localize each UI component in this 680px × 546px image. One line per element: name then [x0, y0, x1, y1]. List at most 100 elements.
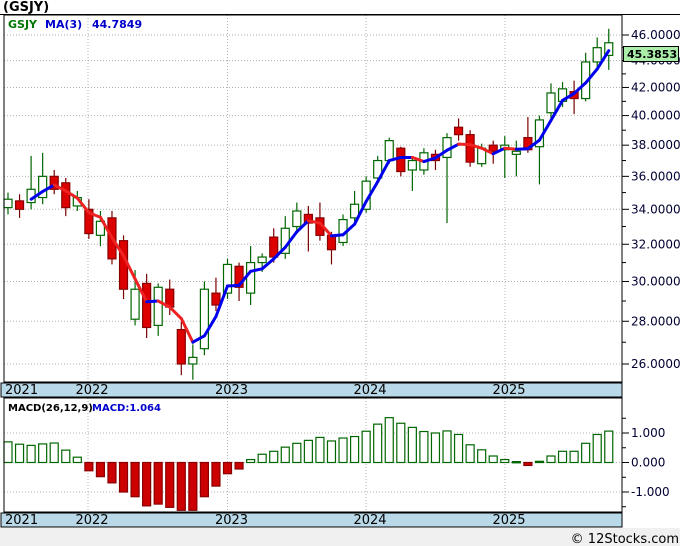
macd-bar-pos — [38, 443, 48, 464]
ma3-segment — [260, 257, 276, 271]
macd-bar-pos — [61, 449, 71, 464]
candle-body-2022-10 — [188, 356, 198, 365]
macd-bar-pos — [72, 456, 82, 464]
year-label: 2022 — [75, 383, 108, 398]
ma3-segment — [468, 143, 484, 150]
gridlines-layer — [4, 15, 622, 512]
candle-body-2023-07 — [292, 210, 302, 228]
candle-body-2022-02 — [95, 220, 106, 236]
macd-bar-pos — [338, 437, 348, 464]
macd-bar-pos — [557, 450, 568, 464]
macd-bar-pos — [511, 461, 521, 464]
legend-symbol: GSJY — [8, 18, 38, 31]
ma3-segment — [549, 98, 565, 122]
ma3-segment — [514, 147, 530, 151]
macd-bar-pos — [315, 436, 325, 464]
candle-body-2021-09 — [38, 175, 48, 199]
price-tick-label: 42.0000 — [631, 80, 680, 94]
ma3-segment — [283, 230, 299, 249]
ma3-segment — [156, 299, 172, 309]
macd-bar-pos — [534, 460, 545, 464]
ma3-segment — [168, 305, 183, 321]
macd-bar-neg — [222, 461, 233, 475]
ma3-segment — [410, 155, 426, 164]
macd-bar-pos — [326, 440, 337, 464]
candle-body-2023-10 — [326, 234, 337, 251]
ma3-segment — [353, 199, 368, 226]
page-title: (GSJY) — [3, 0, 49, 15]
ma3-segment — [387, 155, 403, 163]
ma3-segment — [376, 159, 391, 184]
ma3-segment — [179, 317, 195, 344]
candle-body-2024-02 — [373, 159, 383, 179]
candle-body-2022-09 — [176, 328, 186, 365]
legend-ma-label: MA(3) — [45, 18, 82, 31]
ma3-segment — [87, 211, 102, 219]
ma3-segment — [64, 189, 79, 200]
candle-body-2021-11 — [61, 182, 71, 209]
ma3-segment — [214, 284, 230, 318]
candle-body-2022-01 — [84, 208, 94, 235]
ma3-segment — [133, 277, 149, 304]
candle-body-2023-12 — [349, 203, 360, 219]
ma3-segment — [191, 334, 206, 344]
ma3-segment — [445, 142, 461, 152]
ma3-segment — [526, 138, 541, 151]
candle-body-2022-12 — [211, 292, 221, 306]
year-axis-strip — [0, 512, 623, 528]
year-axis-strip — [0, 382, 623, 398]
candle-body-2025-10 — [604, 42, 614, 57]
macd-panel-border — [3, 397, 623, 513]
ma3-segment — [249, 267, 264, 273]
candle-body-2023-01 — [222, 263, 233, 294]
ma3-segment — [52, 183, 68, 193]
ma3-segment — [122, 254, 137, 281]
ma3-segment — [237, 269, 253, 287]
ma3-segment — [295, 219, 310, 234]
ma3-segment — [41, 183, 56, 193]
ma3-segment — [329, 233, 345, 238]
macd-bar-pos — [361, 430, 371, 464]
macd-bar-neg — [95, 461, 106, 478]
macd-bar-pos — [292, 442, 302, 464]
ma3-segment — [561, 91, 576, 102]
ma3-segment — [537, 118, 553, 142]
ma3-segment — [584, 67, 599, 85]
candle-body-2025-09 — [592, 47, 602, 63]
candle-body-2024-05 — [407, 159, 417, 171]
ma3-segment — [272, 245, 287, 261]
price-tick-label: 30.0000 — [631, 274, 680, 288]
macd-bar-neg — [165, 461, 175, 508]
ma3-segment — [306, 219, 322, 225]
macd-bar-pos — [453, 433, 464, 464]
macd-bar-neg — [153, 461, 163, 505]
macd-bar-pos — [442, 430, 452, 464]
ma3-segment — [480, 146, 495, 156]
year-label: 2023 — [215, 513, 248, 528]
macd-bar-pos — [592, 433, 602, 464]
macd-tick-label: 1.000 — [631, 426, 665, 440]
macd-bar-pos — [569, 450, 579, 464]
candle-body-2023-08 — [303, 213, 313, 224]
macd-bar-pos — [477, 449, 487, 464]
ma3-segment — [110, 236, 126, 258]
macd-bar-pos — [303, 439, 313, 464]
candle-body-2024-03 — [384, 140, 394, 162]
macd-bar-pos — [430, 432, 441, 464]
ma3-segment — [457, 142, 472, 147]
ma3-segment — [98, 215, 114, 240]
macd-bar-pos — [26, 444, 36, 464]
macd-bar-pos — [419, 430, 429, 464]
macd-bar-pos — [280, 446, 290, 464]
macd-bar-neg — [211, 461, 221, 487]
price-tick-label: 46.0000 — [631, 28, 680, 42]
macd-bar-pos — [49, 442, 59, 464]
ma3-segment — [503, 146, 518, 151]
macd-legend-label: MACD(26,12,9) — [8, 403, 93, 414]
year-label: 2024 — [353, 513, 386, 528]
candle-body-2024-10 — [465, 134, 475, 163]
macd-bar-pos — [604, 430, 614, 464]
year-label: 2023 — [215, 383, 248, 398]
